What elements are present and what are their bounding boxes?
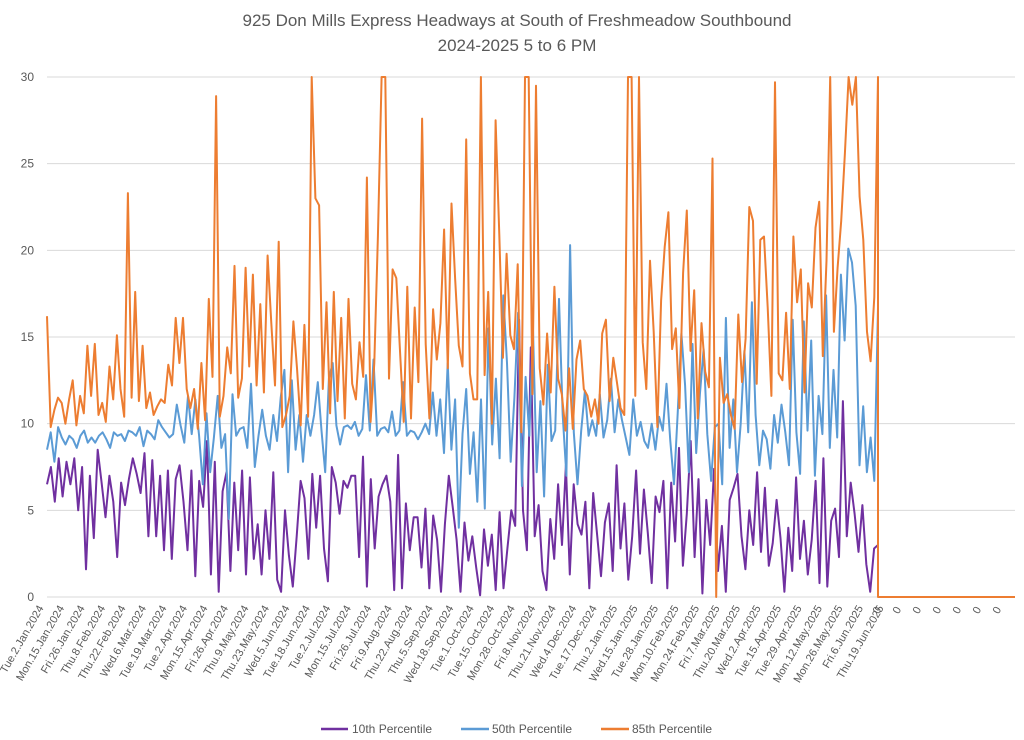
y-tick-label: 0 xyxy=(27,590,34,604)
x-tick-label: 0 xyxy=(931,605,944,616)
legend-label-10th: 10th Percentile xyxy=(352,722,432,736)
x-tick-label: 0 xyxy=(891,605,904,616)
y-tick-label: 25 xyxy=(21,157,35,171)
x-axis-ticks: Tue.2.Jan.2024Mon.15.Jan.2024Fri.26.Jan.… xyxy=(0,604,1004,686)
y-tick-label: 10 xyxy=(21,417,35,431)
y-axis-ticks: 0 5 10 15 20 25 30 xyxy=(21,70,35,604)
x-tick-label: 0 xyxy=(951,605,964,616)
legend-label-50th: 50th Percentile xyxy=(492,722,572,736)
x-tick-label: 0 xyxy=(871,605,884,616)
chart-title: 925 Don Mills Express Headways at South … xyxy=(242,11,791,30)
y-tick-label: 15 xyxy=(21,330,35,344)
legend: 10th Percentile 50th Percentile 85th Per… xyxy=(321,722,712,736)
series-line-10th-percentile xyxy=(46,318,879,597)
legend-item-50th[interactable]: 50th Percentile xyxy=(461,722,572,736)
y-tick-label: 20 xyxy=(21,243,35,257)
chart-subtitle: 2024-2025 5 to 6 PM xyxy=(438,36,597,55)
x-tick-label: 0 xyxy=(971,605,984,616)
legend-label-85th: 85th Percentile xyxy=(632,722,712,736)
legend-item-10th[interactable]: 10th Percentile xyxy=(321,722,432,736)
y-tick-label: 5 xyxy=(27,503,34,517)
legend-item-85th[interactable]: 85th Percentile xyxy=(601,722,712,736)
series-lines xyxy=(46,76,1015,598)
x-tick-label: 0 xyxy=(911,605,924,616)
y-tick-label: 30 xyxy=(21,70,35,84)
series-line-85th-percentile xyxy=(46,76,1015,598)
x-tick-label: 0 xyxy=(991,605,1004,616)
series-line-50th-percentile xyxy=(46,244,879,529)
